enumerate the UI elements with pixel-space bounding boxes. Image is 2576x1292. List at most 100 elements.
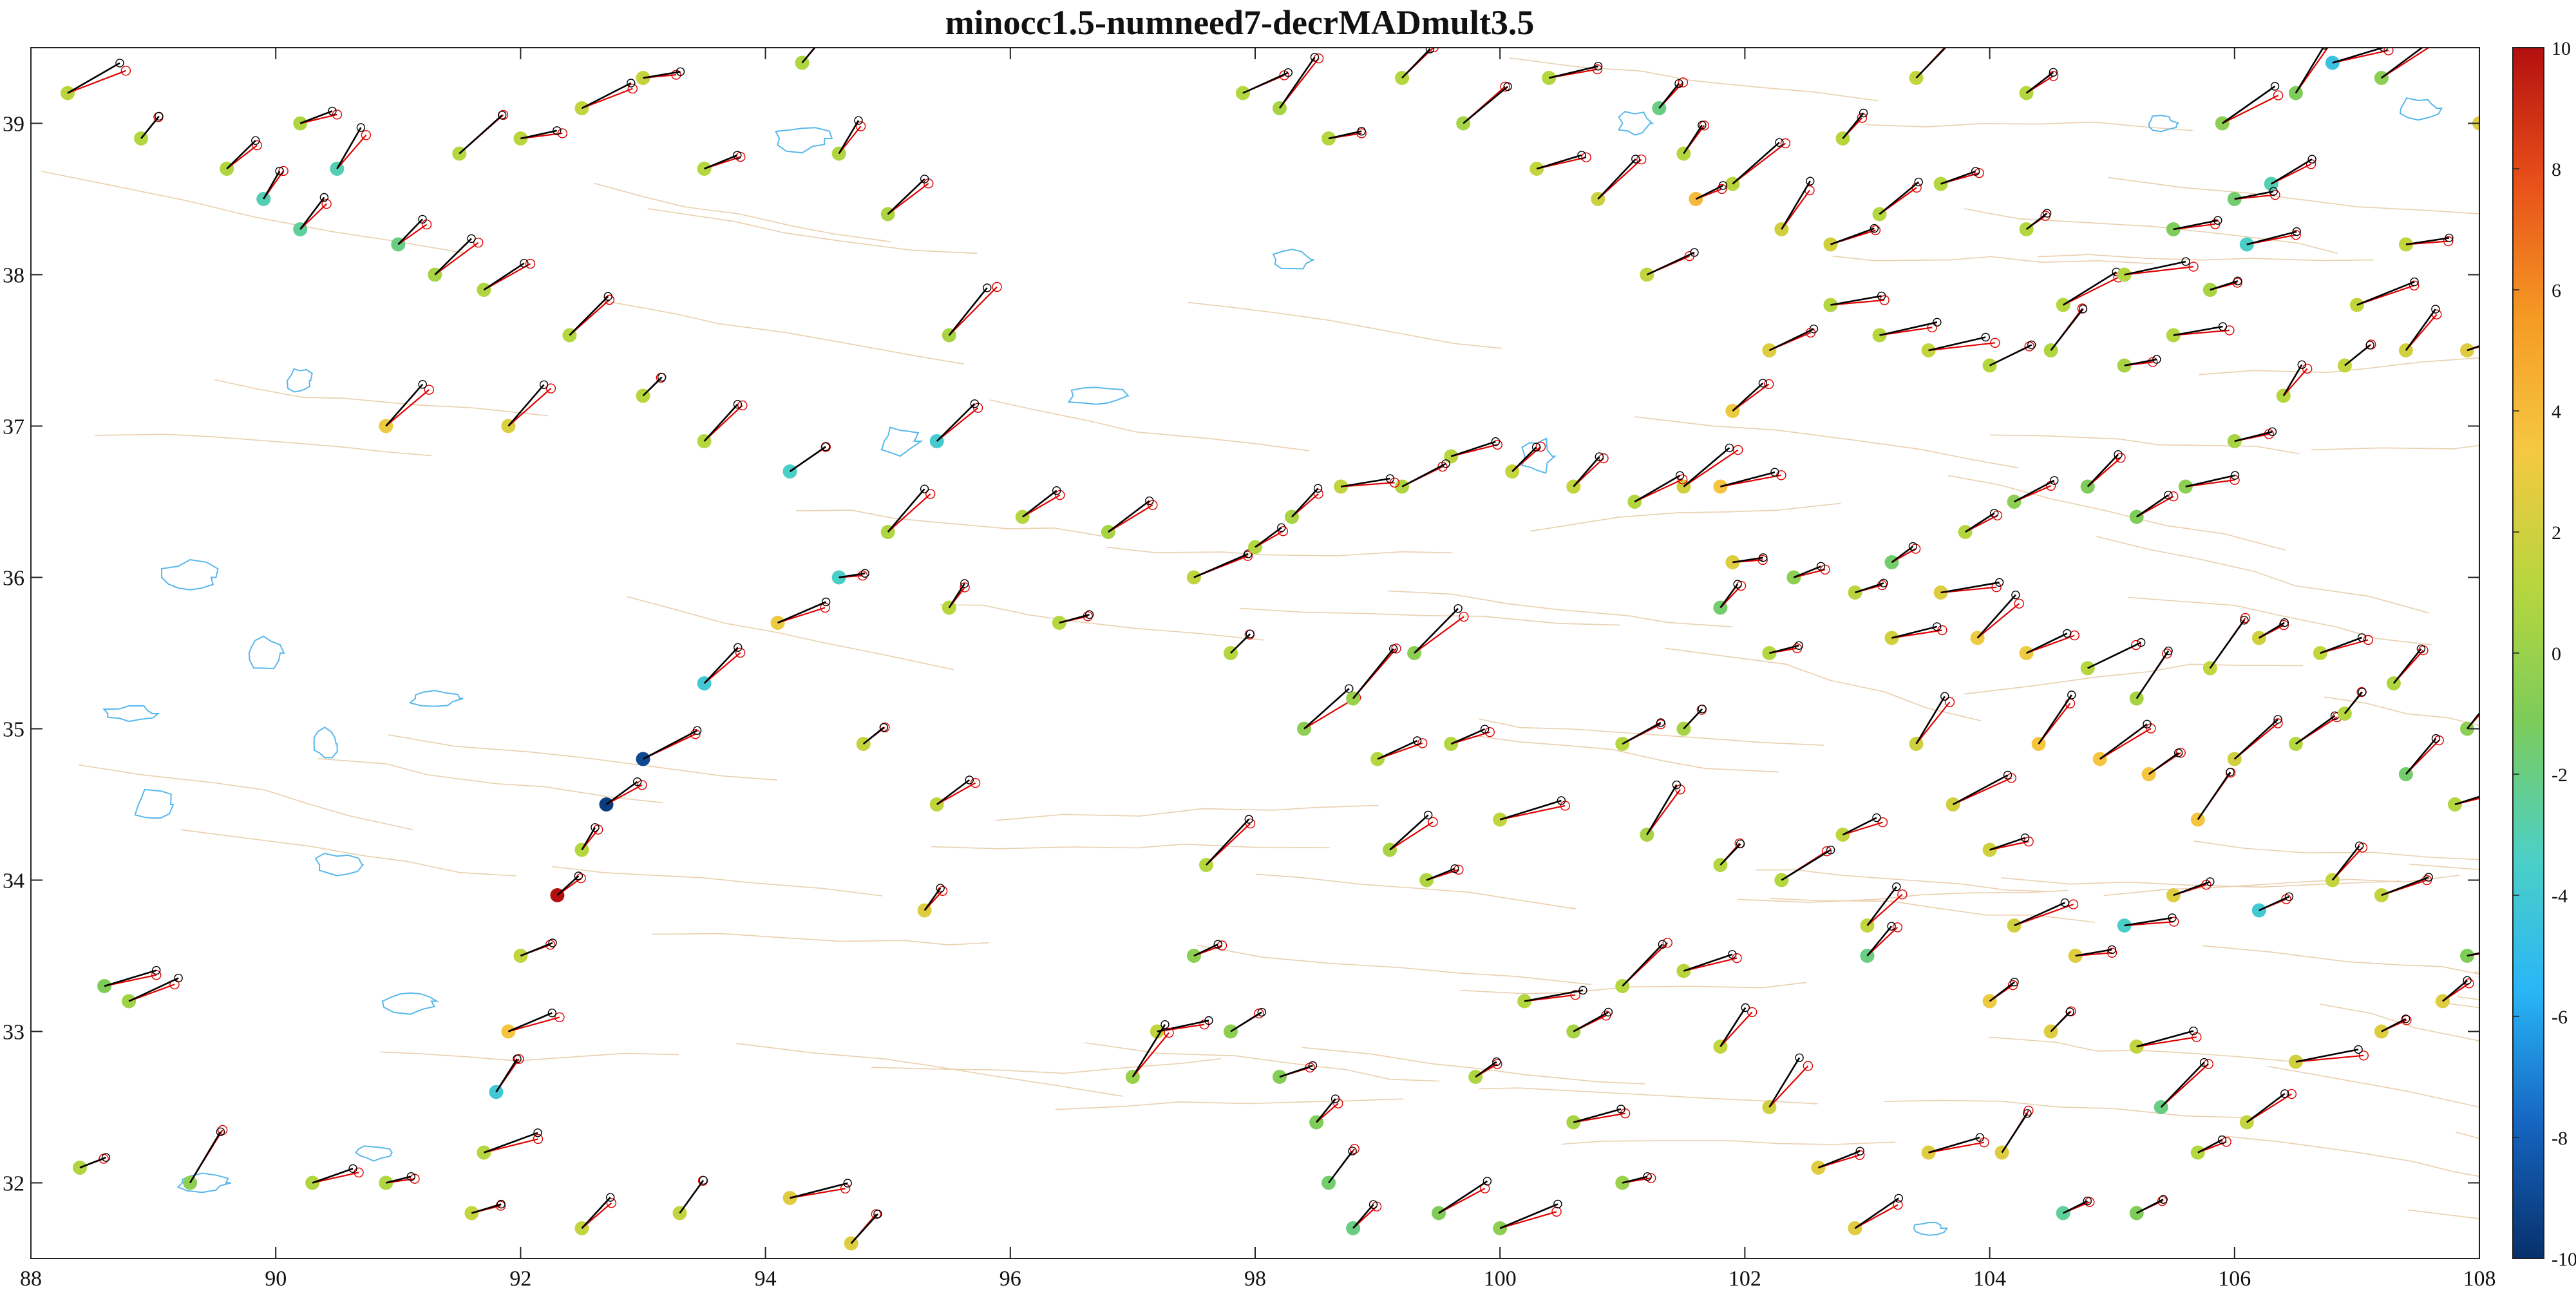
error-ellipse	[1570, 990, 1580, 1000]
observed-arrow	[1499, 804, 1566, 821]
model-ellipse	[1204, 1016, 1213, 1025]
observed-arrow	[2124, 266, 2194, 276]
model-ellipse	[965, 775, 974, 784]
model-arrow	[226, 140, 256, 169]
error-ellipse	[1953, 29, 1962, 38]
colorbar-tick-label: -8	[2552, 1128, 2568, 1149]
error-ellipse	[1803, 1061, 1814, 1071]
background-layer	[41, 57, 2479, 1236]
observed-arrow	[385, 389, 430, 427]
model-ellipse	[1425, 48, 1435, 53]
model-ellipse	[2354, 841, 2364, 850]
model-arrow	[1414, 607, 1459, 654]
station-group	[1982, 978, 2019, 1009]
y-tick-label: 39	[3, 113, 24, 137]
model-arrow	[1646, 251, 1695, 276]
observed-arrow	[434, 242, 479, 276]
station-group	[550, 871, 586, 902]
model-arrow	[1976, 594, 2016, 639]
station-group	[1823, 223, 1881, 252]
station-group	[2398, 233, 2454, 252]
model-arrow	[1279, 1065, 1313, 1078]
model-ellipse	[2011, 591, 2020, 600]
model-ellipse	[2269, 187, 2278, 196]
error-ellipse	[1645, 1173, 1656, 1183]
station-group	[2227, 427, 2277, 448]
station-group	[1395, 459, 1450, 494]
station-group	[1566, 1105, 1631, 1130]
error-ellipse	[637, 780, 647, 790]
observed-arrow	[582, 88, 633, 109]
lake-outline	[1617, 111, 1654, 136]
model-ellipse	[1283, 68, 1293, 77]
fault-trace	[1530, 502, 1841, 532]
model-arrow	[2014, 902, 2065, 927]
station-group	[1835, 813, 1888, 842]
model-arrow	[2405, 237, 2450, 245]
model-arrow	[1303, 688, 1350, 730]
model-ellipse	[657, 373, 667, 382]
model-arrow	[2173, 219, 2219, 231]
model-arrow	[2063, 271, 2117, 306]
station-group	[2080, 638, 2146, 676]
model-arrow	[1915, 696, 1946, 745]
error-ellipse	[2291, 230, 2301, 240]
lake-outline	[248, 635, 285, 670]
model-ellipse	[251, 136, 260, 145]
station-group	[1517, 985, 1587, 1009]
station-group	[2117, 913, 2179, 933]
station-group	[1530, 151, 1591, 176]
model-ellipse	[2181, 257, 2190, 266]
station-group	[1676, 120, 1710, 161]
model-ellipse	[1741, 1003, 1750, 1012]
fault-trace	[736, 1043, 1123, 1097]
error-ellipse	[1535, 441, 1546, 452]
model-arrow	[1511, 446, 1537, 472]
error-ellipse	[1581, 152, 1591, 163]
model-ellipse	[1656, 718, 1665, 727]
lake-outline	[880, 426, 923, 457]
model-arrow	[581, 1197, 611, 1229]
x-tick-label: 102	[1728, 1267, 1761, 1291]
model-ellipse	[633, 777, 642, 786]
model-ellipse	[2321, 48, 2329, 50]
model-arrow	[397, 218, 423, 245]
model-arrow	[2381, 876, 2429, 897]
model-ellipse	[1940, 692, 1949, 701]
station-group	[929, 399, 983, 448]
model-arrow	[2160, 1061, 2205, 1108]
error-ellipse	[473, 238, 484, 248]
model-ellipse	[1578, 985, 1587, 995]
station-group	[489, 1054, 524, 1099]
model-ellipse	[1736, 839, 1745, 848]
y-tick-label: 38	[3, 264, 24, 288]
station-group	[293, 193, 332, 236]
model-arrow	[1989, 981, 2015, 1002]
observed-arrow	[949, 286, 998, 336]
model-ellipse	[1718, 181, 1728, 190]
model-ellipse	[498, 111, 507, 120]
fault-trace	[1302, 1047, 1645, 1085]
station-group	[2068, 945, 2117, 963]
model-ellipse	[1557, 796, 1566, 805]
error-ellipse	[1055, 489, 1065, 500]
model-ellipse	[1385, 474, 1395, 483]
model-ellipse	[1975, 1133, 1985, 1142]
fault-trace	[180, 829, 516, 877]
station-group	[1542, 62, 1603, 85]
error-ellipse	[1333, 1098, 1343, 1108]
model-ellipse	[1872, 813, 1881, 822]
station-group	[880, 175, 934, 222]
model-arrow	[1658, 82, 1680, 109]
error-ellipse	[361, 130, 372, 140]
model-arrow	[1683, 447, 1730, 488]
fault-trace	[214, 379, 549, 417]
observed-arrow	[397, 223, 428, 245]
model-ellipse	[1794, 641, 1804, 650]
model-ellipse	[1345, 684, 1354, 693]
model-arrow	[2234, 430, 2273, 442]
model-arrow	[2356, 281, 2415, 306]
model-arrow	[1536, 154, 1582, 170]
error-ellipse	[557, 128, 567, 138]
fault-trace	[795, 509, 1102, 537]
